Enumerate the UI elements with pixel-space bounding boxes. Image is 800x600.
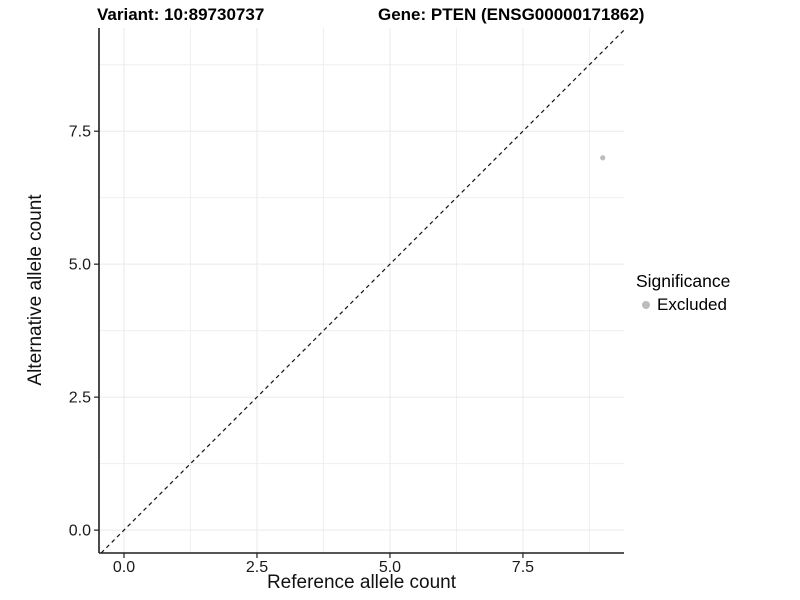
variant-title: Variant: 10:89730737: [97, 5, 265, 24]
identity-dashed-line: [100, 29, 625, 554]
gene-title: Gene: PTEN (ENSG00000171862): [378, 5, 645, 24]
y-tick-label: 7.5: [69, 124, 91, 141]
y-axis-title: Alternative allele count: [25, 194, 46, 386]
x-tick-label: 7.5: [512, 559, 534, 576]
legend-title: Significance: [636, 271, 731, 291]
x-tick-label: 5.0: [379, 559, 401, 576]
legend-key-dot-icon: [642, 301, 650, 309]
x-axis-title: Reference allele count: [266, 572, 457, 593]
legend: Significance Excluded: [636, 271, 730, 315]
y-tick-label: 5.0: [69, 257, 91, 274]
legend-entry-label: Excluded: [657, 295, 727, 314]
y-tick-label: 0.0: [69, 523, 91, 540]
y-tick-label: 2.5: [69, 390, 91, 407]
x-tick-label: 0.0: [113, 559, 135, 576]
data-point: [600, 155, 606, 161]
x-tick-label: 2.5: [246, 559, 268, 576]
legend-entry-excluded: Excluded: [636, 295, 730, 315]
